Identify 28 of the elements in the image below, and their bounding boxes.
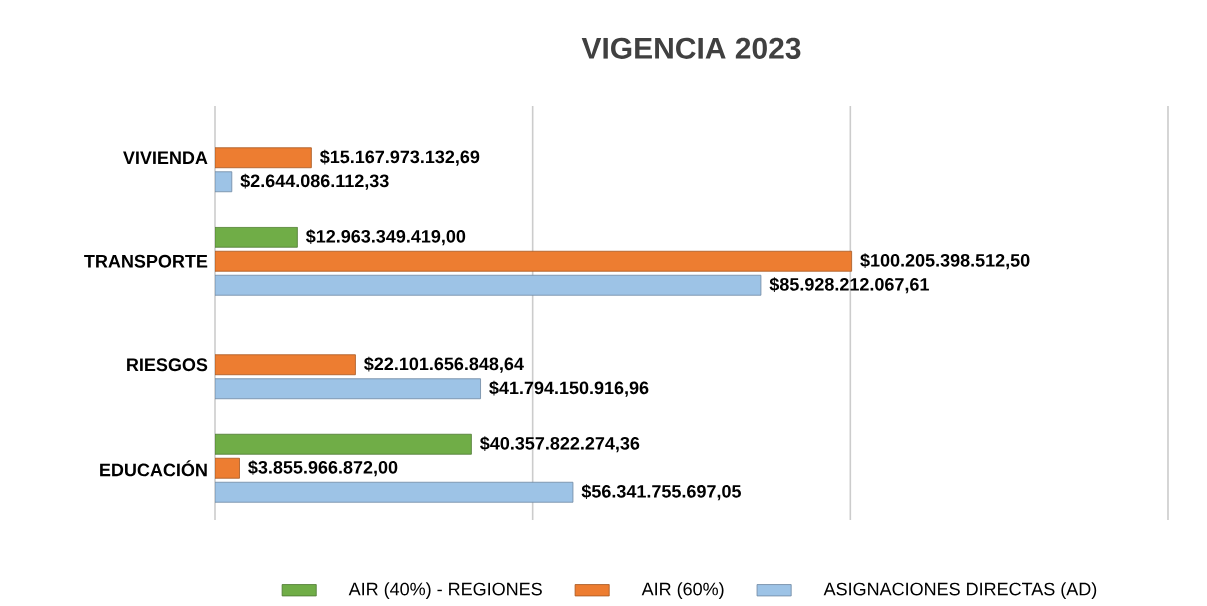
y-tick-label: TRANSPORTE	[84, 254, 208, 268]
legend-label: AIR (60%)	[641, 582, 724, 599]
data-label: $2.644.086.112,33	[240, 173, 389, 190]
bar	[215, 226, 298, 248]
data-label: $85.928.212.067,61	[769, 277, 929, 294]
bar	[215, 171, 233, 193]
y-tick-label: EDUCACIÓN	[100, 460, 207, 477]
data-label: $3.855.966.872,00	[248, 460, 398, 477]
data-label: $41.794.150.916,96	[489, 380, 649, 397]
y-tick-label: RIESGOS	[127, 358, 208, 371]
data-label: $56.341.755.697,05	[581, 484, 741, 501]
bar	[215, 147, 312, 169]
y-tick-label: VIVIENDA	[123, 151, 208, 164]
data-label: $12.963.349.419,00	[306, 229, 466, 246]
bar	[215, 250, 853, 272]
bar	[215, 457, 240, 479]
data-label: $22.101.656.848,64	[364, 356, 524, 373]
bar	[215, 481, 574, 503]
data-label: $40.357.822.274,36	[480, 436, 640, 453]
bar	[215, 433, 472, 455]
legend-label: AIR (40%) - REGIONES	[348, 582, 542, 599]
legend-label: ASIGNACIONES DIRECTAS (AD)	[823, 582, 1097, 599]
bar	[215, 354, 356, 376]
bar	[215, 378, 481, 400]
chart-title: VIGENCIA 2023	[581, 37, 801, 59]
data-label: $100.205.398.512,50	[860, 253, 1030, 270]
bar	[215, 274, 762, 296]
data-label: $15.167.973.132,69	[320, 149, 480, 166]
